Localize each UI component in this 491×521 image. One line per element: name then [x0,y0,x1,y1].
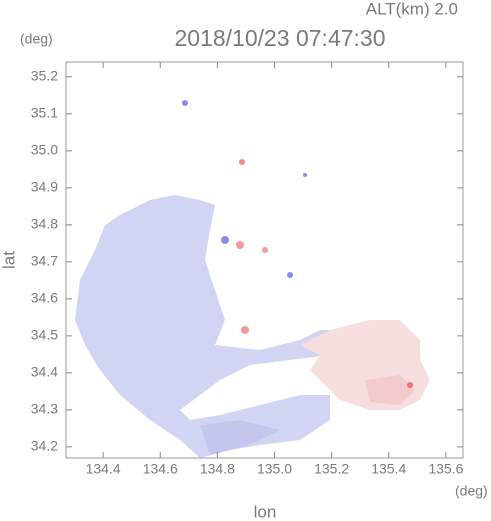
x-unit: (deg) [455,483,488,499]
y-tick-label: 35.1 [31,105,58,121]
y-tick-label: 34.7 [31,253,58,269]
chart-title: 2018/10/23 07:47:30 [174,25,385,51]
y-unit: (deg) [20,31,53,47]
plot-frame [65,61,464,459]
x-tick-label: 134.4 [86,461,121,477]
x-tick-label: 135.2 [314,461,349,477]
x-axis-label: lon [254,502,277,521]
y-axis-label: lat [0,251,18,269]
y-tick-label: 34.5 [31,327,58,343]
radar-field [75,100,430,458]
y-tick-label: 34.9 [31,179,58,195]
x-tick-label: 134.6 [143,461,178,477]
y-tick-label: 34.2 [31,438,58,454]
y-tick-label: 34.6 [31,290,58,306]
x-tick-label: 135.4 [371,461,406,477]
x-tick-label: 135.6 [428,461,463,477]
x-tick-label: 134.8 [200,461,235,477]
y-tick-label: 34.4 [31,364,58,380]
y-tick-label: 35.2 [31,68,58,84]
x-tick-label: 135.0 [257,461,292,477]
y-tick-label: 34.3 [31,401,58,417]
y-tick-label: 34.8 [31,216,58,232]
y-tick-label: 35.0 [31,142,58,158]
altitude-label: ALT(km) 2.0 [366,0,458,18]
